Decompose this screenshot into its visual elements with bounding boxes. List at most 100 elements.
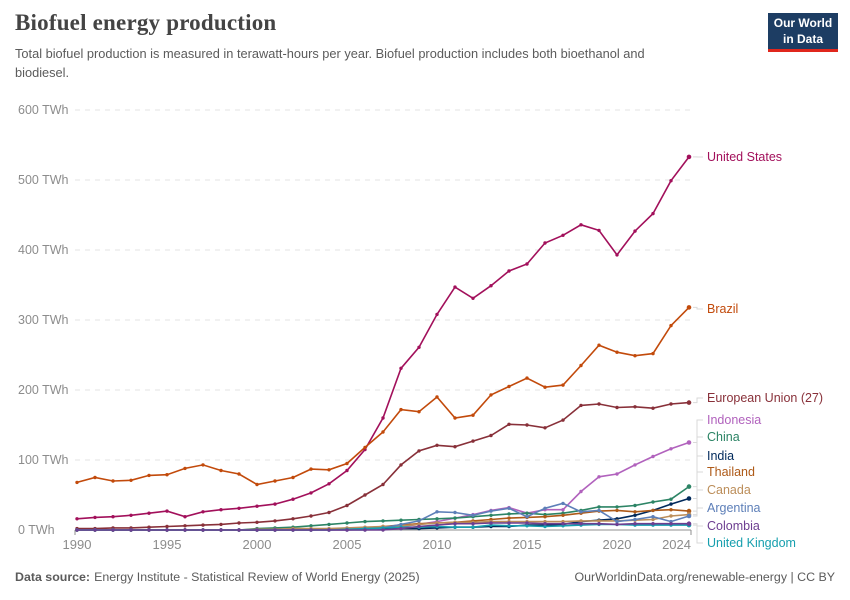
series-point-european-union-27-2012[interactable] — [471, 439, 475, 443]
series-point-united-states-1992[interactable] — [111, 515, 115, 519]
series-point-european-union-27-2023[interactable] — [669, 402, 673, 406]
series-label-colombia[interactable]: Colombia — [707, 519, 760, 533]
series-point-china-2021[interactable] — [633, 503, 637, 508]
series-point-united-states-2014[interactable] — [507, 269, 511, 273]
series-point-china-2003[interactable] — [309, 524, 313, 528]
series-point-thailand-2021[interactable] — [633, 510, 637, 514]
series-point-european-union-27-2002[interactable] — [291, 517, 295, 521]
series-point-colombia-2019[interactable] — [597, 522, 601, 526]
series-point-european-union-27-2017[interactable] — [561, 418, 565, 422]
series-point-colombia-2017[interactable] — [561, 522, 565, 526]
series-point-european-union-27-2001[interactable] — [273, 519, 277, 523]
series-label-india[interactable]: India — [707, 449, 734, 463]
series-point-brazil-2003[interactable] — [309, 467, 313, 471]
series-point-colombia-1991[interactable] — [93, 528, 97, 532]
series-point-colombia-1992[interactable] — [111, 528, 115, 532]
series-point-colombia-2024[interactable] — [686, 521, 692, 526]
series-point-united-states-2015[interactable] — [525, 262, 529, 266]
series-point-brazil-2002[interactable] — [291, 475, 295, 480]
series-point-argentina-2020[interactable] — [615, 519, 619, 524]
series-point-canada-2019[interactable] — [597, 519, 601, 523]
series-point-argentina-2021[interactable] — [633, 517, 637, 522]
series-point-brazil-1994[interactable] — [147, 473, 151, 478]
series-point-colombia-1990[interactable] — [75, 528, 79, 532]
series-point-thailand-2023[interactable] — [669, 508, 673, 512]
series-point-canada-2018[interactable] — [579, 519, 583, 523]
series-point-argentina-2024[interactable] — [686, 513, 692, 519]
series-point-colombia-2013[interactable] — [489, 521, 493, 525]
series-point-united-states-1990[interactable] — [75, 517, 79, 521]
series-point-argentina-2016[interactable] — [543, 506, 547, 510]
series-point-european-union-27-2000[interactable] — [255, 520, 259, 524]
series-point-united-states-2023[interactable] — [669, 179, 673, 183]
series-point-united-states-2022[interactable] — [651, 211, 655, 216]
series-point-brazil-2019[interactable] — [597, 343, 601, 347]
series-point-colombia-1999[interactable] — [237, 528, 241, 532]
series-point-brazil-2000[interactable] — [255, 482, 259, 487]
series-point-colombia-2008[interactable] — [399, 526, 403, 531]
series-point-united-kingdom-2015[interactable] — [525, 524, 529, 528]
series-point-china-2011[interactable] — [453, 516, 457, 520]
series-point-european-union-27-2024[interactable] — [686, 400, 692, 405]
series-point-indonesia-2017[interactable] — [561, 508, 565, 512]
series-point-brazil-2009[interactable] — [417, 410, 421, 414]
series-label-brazil[interactable]: Brazil — [707, 302, 738, 316]
series-label-canada[interactable]: Canada — [707, 483, 751, 497]
series-point-brazil-2007[interactable] — [381, 430, 385, 434]
series-point-united-states-2008[interactable] — [399, 366, 403, 370]
series-point-brazil-2016[interactable] — [543, 385, 547, 389]
series-point-china-2019[interactable] — [597, 505, 601, 509]
series-point-brazil-1996[interactable] — [183, 466, 187, 471]
series-point-colombia-2010[interactable] — [435, 523, 439, 527]
series-point-united-states-2016[interactable] — [543, 241, 547, 245]
series-point-argentina-2018[interactable] — [579, 510, 583, 514]
series-point-brazil-2017[interactable] — [561, 383, 565, 387]
series-label-european-union-27[interactable]: European Union (27) — [707, 391, 823, 405]
series-point-united-states-2017[interactable] — [561, 233, 565, 237]
series-point-united-states-1991[interactable] — [93, 515, 97, 520]
series-point-brazil-1997[interactable] — [201, 463, 205, 467]
series-point-brazil-2024[interactable] — [686, 305, 692, 310]
series-point-colombia-2001[interactable] — [273, 528, 277, 532]
series-point-indonesia-2019[interactable] — [597, 475, 601, 479]
series-point-colombia-2006[interactable] — [363, 528, 367, 532]
series-point-brazil-2004[interactable] — [327, 468, 331, 472]
series-point-united-states-2007[interactable] — [381, 416, 385, 420]
series-point-china-2008[interactable] — [399, 518, 403, 522]
series-point-china-2004[interactable] — [327, 522, 331, 527]
series-point-thailand-2024[interactable] — [686, 508, 692, 514]
series-point-china-2013[interactable] — [489, 513, 493, 517]
series-point-argentina-2022[interactable] — [651, 515, 655, 519]
series-point-european-union-27-2003[interactable] — [309, 514, 313, 518]
series-point-brazil-2001[interactable] — [273, 479, 277, 483]
series-point-argentina-2011[interactable] — [453, 510, 457, 515]
series-point-european-union-27-2019[interactable] — [597, 402, 601, 406]
series-point-argentina-2012[interactable] — [471, 513, 475, 517]
series-point-china-2010[interactable] — [435, 517, 439, 521]
series-point-brazil-1999[interactable] — [237, 472, 241, 476]
series-point-united-states-2002[interactable] — [291, 497, 295, 501]
series-point-thailand-2016[interactable] — [543, 515, 547, 519]
series-point-colombia-2005[interactable] — [345, 528, 349, 532]
series-point-china-2023[interactable] — [669, 497, 673, 501]
series-point-indonesia-2021[interactable] — [633, 463, 637, 467]
series-point-united-states-1996[interactable] — [183, 515, 187, 519]
series-point-brazil-2020[interactable] — [615, 350, 619, 354]
series-point-united-states-2011[interactable] — [453, 285, 457, 289]
series-point-argentina-2019[interactable] — [597, 508, 601, 513]
series-point-brazil-2005[interactable] — [345, 461, 349, 466]
series-point-colombia-2012[interactable] — [471, 522, 475, 526]
series-point-argentina-2013[interactable] — [489, 509, 493, 513]
series-point-brazil-1998[interactable] — [219, 468, 223, 473]
series-point-colombia-2004[interactable] — [327, 528, 331, 532]
series-point-brazil-2014[interactable] — [507, 384, 511, 389]
series-point-brazil-2006[interactable] — [363, 445, 367, 450]
series-point-united-states-2019[interactable] — [597, 228, 601, 233]
series-label-united-kingdom[interactable]: United Kingdom — [707, 536, 796, 550]
series-point-colombia-2011[interactable] — [453, 522, 457, 526]
series-point-colombia-2016[interactable] — [543, 522, 547, 526]
series-point-thailand-2020[interactable] — [615, 508, 619, 513]
series-point-colombia-1997[interactable] — [201, 528, 205, 532]
series-point-brazil-2011[interactable] — [453, 416, 457, 420]
series-point-argentina-2008[interactable] — [399, 522, 403, 527]
